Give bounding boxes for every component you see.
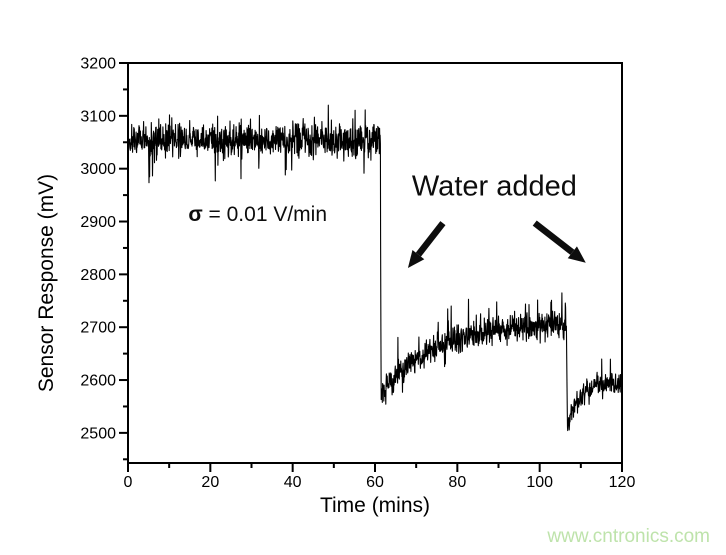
x-tick-label: 40 — [284, 474, 302, 491]
x-tick-label: 80 — [448, 474, 466, 491]
water-added-arrow-2 — [532, 220, 575, 255]
sensor-response-trace — [127, 104, 623, 432]
water-added-arrow-1 — [415, 221, 446, 257]
water-added-arrowhead-1 — [407, 249, 425, 269]
y-axis-title: Sensor Response (mV) — [35, 174, 58, 392]
x-tick-label: 20 — [201, 474, 219, 491]
y-tick-label: 2900 — [80, 214, 116, 231]
y-tick-label: 3000 — [80, 161, 116, 178]
y-tick-label: 2800 — [80, 267, 116, 284]
watermark-link[interactable]: www.cntronics.com — [547, 526, 710, 547]
annotation-water-added: Water added — [411, 170, 577, 203]
water-added-arrowhead-2 — [567, 246, 586, 263]
y-tick-label: 2600 — [80, 373, 116, 390]
x-tick-label: 100 — [526, 474, 553, 491]
sigma-symbol: σ — [188, 202, 203, 226]
y-tick-label: 2500 — [80, 425, 116, 442]
y-tick-label: 3100 — [80, 108, 116, 125]
plot-frame — [127, 62, 623, 464]
y-tick-label: 2700 — [80, 320, 116, 337]
annotation-sigma: σ = 0.01 V/min — [188, 203, 327, 227]
x-axis-title: Time (mins) — [320, 494, 430, 517]
x-tick-label: 60 — [366, 474, 384, 491]
y-tick-label: 3200 — [80, 56, 116, 73]
x-tick-label: 120 — [609, 474, 636, 491]
sigma-value: = 0.01 V/min — [202, 202, 328, 226]
x-tick-label: 0 — [124, 474, 133, 491]
